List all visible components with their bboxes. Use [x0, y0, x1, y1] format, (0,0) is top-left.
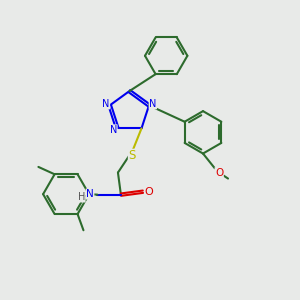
Text: O: O: [145, 187, 153, 197]
Text: N: N: [102, 99, 110, 109]
Text: H: H: [78, 192, 85, 202]
Text: N: N: [86, 189, 94, 199]
Text: S: S: [128, 149, 136, 162]
Text: N: N: [149, 99, 157, 109]
Text: O: O: [215, 168, 223, 178]
Text: N: N: [110, 125, 117, 135]
